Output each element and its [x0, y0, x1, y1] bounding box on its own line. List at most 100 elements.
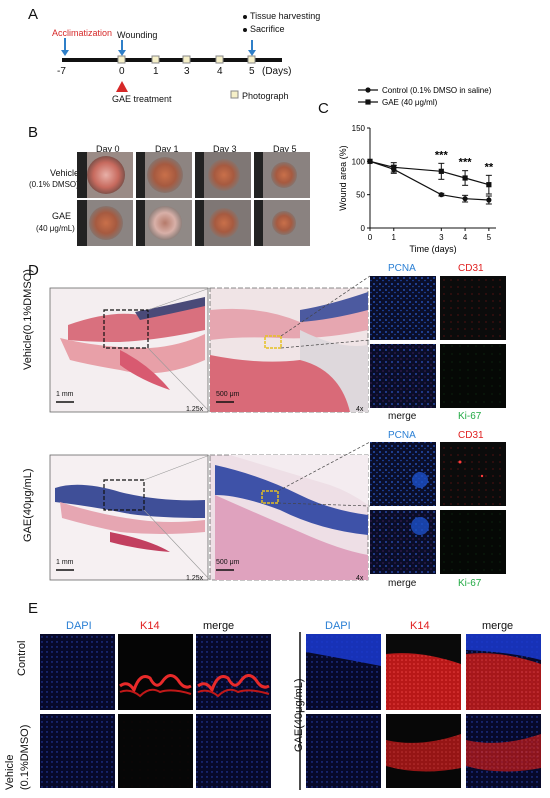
scale-label: 500 μm	[216, 391, 240, 398]
magnification-label: 1.25x	[186, 406, 204, 413]
data-point	[462, 196, 468, 202]
day-header: Day 1	[155, 144, 179, 154]
if-tile-pcna	[370, 276, 436, 340]
legend-marker	[365, 87, 371, 93]
wound-photo	[254, 200, 310, 246]
significance-label: **	[485, 161, 494, 173]
wound-area-chart: 0 50 100 150 0 1 3 4 5 Time (days) Wound area (%) C…	[338, 86, 496, 254]
magnification-label: 1.25x	[186, 575, 204, 582]
merge-tile	[196, 634, 271, 710]
data-point	[486, 182, 492, 188]
dapi-header: DAPI	[66, 620, 92, 632]
x-axis-label: Time (days)	[409, 244, 456, 254]
tick-label: 0	[119, 66, 125, 77]
merge-header: merge	[482, 620, 514, 632]
k14-tile	[118, 714, 193, 788]
if-tile-cd31	[440, 276, 506, 340]
x-tick-label: 0	[368, 233, 373, 242]
data-point	[438, 192, 444, 198]
if-tile-merge	[370, 344, 436, 408]
zoom-box	[103, 309, 149, 349]
y-tick-label: 0	[361, 224, 366, 233]
wounding-label: Wounding	[117, 30, 158, 40]
zoom-box-yellow	[261, 490, 279, 504]
y-axis-label: Wound area (%)	[338, 145, 348, 210]
photo-marker	[117, 55, 126, 64]
y-tick-label: 100	[352, 157, 366, 166]
row-label-vehicle-sub: (0.1% DMSO)	[29, 180, 79, 189]
tick-label: 1	[153, 66, 159, 77]
photo-marker	[215, 55, 224, 64]
significance-label: ***	[435, 149, 449, 161]
he-highmag-gae	[209, 454, 369, 581]
cd31-label: CD31	[458, 263, 484, 274]
if-tile-pcna	[370, 442, 436, 506]
tick-label: 3	[184, 66, 190, 77]
y-tick-label: 150	[352, 124, 366, 133]
histology-figure	[49, 275, 506, 581]
panel-label-d: D	[28, 262, 39, 279]
merge-label: merge	[388, 411, 417, 422]
treatment-triangle-icon	[116, 81, 128, 92]
dapi-header: DAPI	[325, 620, 351, 632]
legend-label: Control (0.1% DMSO in saline)	[382, 86, 492, 95]
panel-label-a: A	[28, 6, 39, 23]
row-label-gae-d: GAE(40μg/mL)	[22, 468, 34, 542]
row-label-gae: GAE	[52, 211, 72, 221]
x-tick-label: 5	[487, 233, 492, 242]
merge-tile	[196, 714, 271, 788]
sacrifice-label: Sacrifice	[250, 24, 285, 34]
row-label-gae-sub: (40 μg/mL)	[36, 224, 75, 233]
panel-label-b: B	[28, 124, 39, 141]
photo-marker	[151, 55, 160, 64]
data-point	[391, 164, 397, 170]
data-point	[462, 175, 468, 181]
magnification-label: 4x	[356, 575, 364, 582]
significance-label: ***	[459, 157, 473, 169]
dapi-tile	[40, 714, 115, 788]
pcna-label: PCNA	[388, 430, 416, 441]
day-header: Day 5	[273, 144, 297, 154]
treatment-label: GAE treatment	[112, 94, 172, 104]
data-point	[486, 197, 492, 203]
data-point	[438, 168, 444, 174]
x-tick-label: 4	[463, 233, 468, 242]
wound-photo	[254, 152, 310, 198]
tick-label: -7	[57, 66, 66, 77]
he-lowmag-gae	[49, 454, 209, 581]
row-label-vehicle-d: Vehicle(0.1%DMSO)	[22, 269, 34, 370]
panel-label-c: C	[318, 100, 329, 117]
wound-photo-grid	[77, 152, 310, 246]
tick-label: 5	[249, 66, 255, 77]
k14-header: K14	[140, 620, 160, 632]
he-highmag-vehicle	[209, 287, 369, 413]
x-tick-label: 3	[439, 233, 444, 242]
wound-photo	[195, 200, 251, 246]
legend-marker	[365, 99, 371, 105]
day-header: Day 3	[213, 144, 237, 154]
tick-label: 4	[217, 66, 223, 77]
scale-label: 500 μm	[216, 559, 240, 566]
if-tile-ki67	[440, 344, 506, 408]
wound-photo	[77, 152, 133, 198]
x-tick-label: 1	[392, 233, 397, 242]
ki67-label: Ki-67	[458, 578, 482, 589]
days-unit-label: (Days)	[262, 66, 292, 77]
timeline-figure	[61, 15, 282, 99]
legend-label: GAE (40 μg/ml)	[382, 98, 438, 107]
acclimatization-label: Acclimatization	[52, 28, 113, 38]
photo-marker	[247, 55, 256, 64]
merge-label: merge	[388, 578, 417, 589]
k14-figure	[40, 632, 541, 790]
wound-photo	[77, 200, 133, 246]
dapi-tile	[40, 634, 115, 710]
panel-label-e: E	[28, 600, 39, 617]
zoom-box	[103, 479, 145, 511]
photograph-label: Photograph	[242, 91, 289, 101]
if-tile-cd31	[440, 442, 506, 506]
scale-label: 1 mm	[56, 559, 74, 566]
wound-photo	[136, 200, 192, 246]
k14-header: K14	[410, 620, 430, 632]
photo-legend-icon	[230, 90, 239, 99]
scale-label: 1 mm	[56, 391, 74, 398]
